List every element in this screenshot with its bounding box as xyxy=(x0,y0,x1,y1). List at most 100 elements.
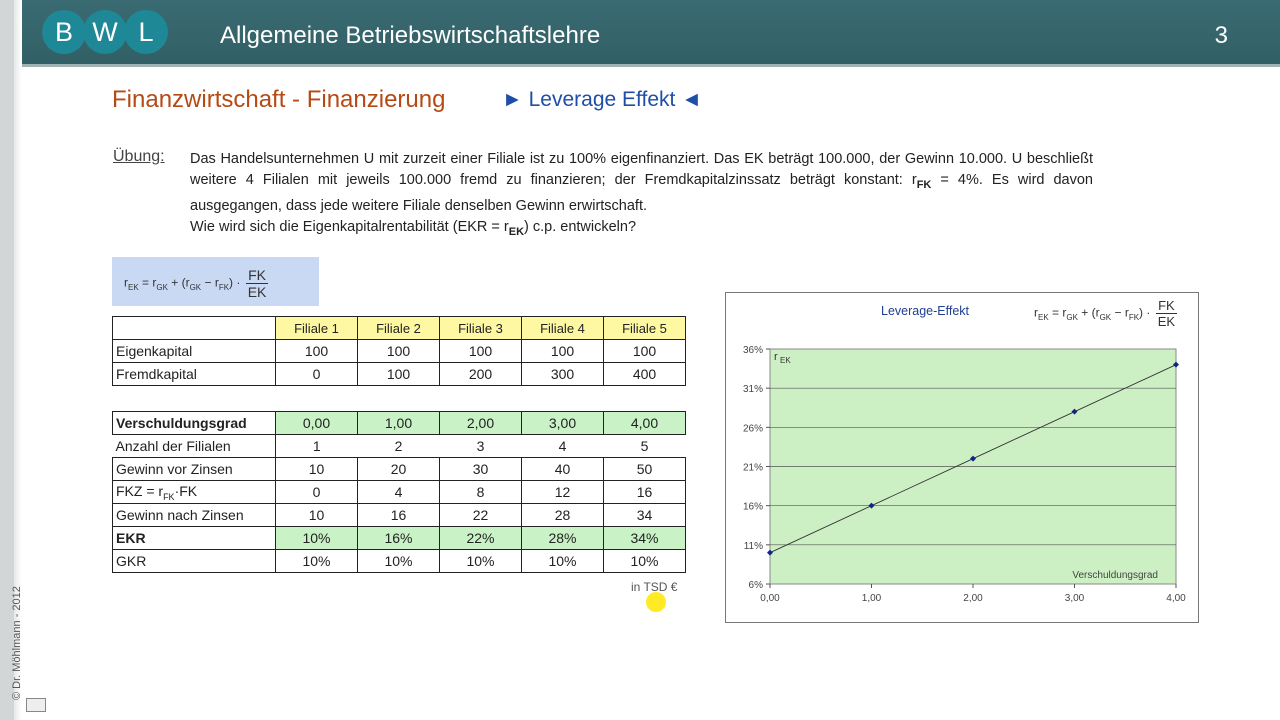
slide-nav-icon[interactable] xyxy=(26,698,46,712)
cf-r: r xyxy=(1034,305,1038,320)
table-cell: 40 xyxy=(521,457,604,481)
table-cell: 16% xyxy=(357,526,440,550)
table-cell: 4 xyxy=(558,438,567,454)
table-cell: 100 xyxy=(521,339,604,363)
capital-table: Filiale 1 Filiale 2 Filiale 3 Filiale 4 … xyxy=(112,316,686,386)
cf-plus: + (r xyxy=(1077,305,1100,320)
row-label: Eigenkapital xyxy=(112,339,276,363)
header-filiale-2: Filiale 2 xyxy=(357,316,440,340)
table-cell: 200 xyxy=(439,362,522,386)
table-cell: 100 xyxy=(439,339,522,363)
formula-minus: − r xyxy=(201,275,219,290)
app-title: Allgemeine Betriebswirtschaftslehre xyxy=(220,22,601,49)
y-tick-label: 31% xyxy=(743,384,763,395)
table-cell: 50 xyxy=(603,457,686,481)
table-cell: 0 xyxy=(275,480,358,504)
exercise-sub-fk: FK xyxy=(916,178,932,191)
mouse-pointer-highlight xyxy=(646,592,666,612)
table-cell: 100 xyxy=(603,339,686,363)
table-cell: 100 xyxy=(275,339,358,363)
fkz-label: FKZ = r xyxy=(116,482,164,499)
row-label: Gewinn nach Zinsen xyxy=(112,503,276,527)
table-cell: 8 xyxy=(439,480,522,504)
table-cell: 400 xyxy=(603,362,686,386)
table-cell: 20 xyxy=(357,457,440,481)
formula-eq: = r xyxy=(138,275,157,290)
capital-table-header: Filiale 1 Filiale 2 Filiale 3 Filiale 4 … xyxy=(112,316,686,340)
table-cell: 0 xyxy=(275,362,358,386)
question-part1: Wie wird sich die Eigenkapitalrentabilit… xyxy=(190,219,509,235)
x-tick-label: 2,00 xyxy=(963,593,983,604)
table-cell: 16 xyxy=(603,480,686,504)
table-cell: 30 xyxy=(439,457,522,481)
fkz-sub: FK xyxy=(163,491,175,502)
formula-box: rEK = rGK + (rGK − rFK) · FK EK xyxy=(112,257,319,306)
table-row: FKZ = rFK·FK 0 4 8 12 16 xyxy=(112,480,686,504)
formula-fraction: FK EK xyxy=(245,267,269,300)
table-cell: 10% xyxy=(521,549,604,573)
table-cell: 10 xyxy=(275,457,358,481)
unit-note: in TSD € xyxy=(631,580,678,594)
table-cell: 300 xyxy=(521,362,604,386)
table-cell: 34% xyxy=(603,526,686,550)
copyright-text: © Dr. Möhlmann - 2012 xyxy=(11,586,23,700)
formula-plus: + (r xyxy=(167,275,190,290)
cf-minus: − r xyxy=(1111,305,1129,320)
table-cell: 10% xyxy=(357,549,440,573)
logo-letter-b: B xyxy=(42,10,86,54)
header-filiale-1: Filiale 1 xyxy=(275,316,358,340)
table-cell: 4,00 xyxy=(603,411,686,435)
slide-title: Finanzwirtschaft - Finanzierung xyxy=(112,86,446,113)
cf-fraction: FK EK xyxy=(1155,298,1178,329)
formula-denominator: EK xyxy=(247,284,267,300)
x-tick-label: 3,00 xyxy=(1065,593,1085,604)
header-filiale-4: Filiale 4 xyxy=(521,316,604,340)
table-cell: 1,00 xyxy=(357,411,440,435)
exercise-text-part2: = 4%. Es wird davon ausgegangen, dass je… xyxy=(190,172,1093,214)
y-tick-label: 16% xyxy=(743,502,763,513)
exercise-label: Übung: xyxy=(113,148,165,165)
cf-sub-ek: EK xyxy=(1038,313,1049,323)
y-axis-label-sub: EK xyxy=(780,356,791,365)
data-point xyxy=(868,502,875,509)
logo-letter-w: W xyxy=(83,10,127,54)
formula-sub-gk: GK xyxy=(156,283,168,293)
table-cell: 10% xyxy=(603,549,686,573)
sidebar-gradient xyxy=(14,0,22,720)
table-cell: 10% xyxy=(439,549,522,573)
chart-formula: rEK = rGK + (rGK − rFK) · FK EK xyxy=(1034,298,1178,329)
table-cell: 100 xyxy=(357,339,440,363)
exercise-text: Das Handelsunternehmen U mit zurzeit ein… xyxy=(190,149,1093,217)
cf-sub-fk: FK xyxy=(1128,313,1140,323)
cf-close: ) · xyxy=(1139,305,1151,320)
table-row: GKR 10% 10% 10% 10% 10% xyxy=(112,549,686,573)
y-axis-label: r xyxy=(774,351,778,363)
table-cell: 16 xyxy=(357,503,440,527)
x-tick-label: 0,00 xyxy=(760,593,780,604)
table-cell: 0,00 xyxy=(275,411,358,435)
formula-r: r xyxy=(124,275,128,290)
header-filiale-3: Filiale 3 xyxy=(439,316,522,340)
left-sidebar: © Dr. Möhlmann - 2012 xyxy=(0,0,23,720)
chart-title: Leverage-Effekt xyxy=(881,304,970,318)
cf-denominator: EK xyxy=(1157,314,1176,329)
logo-letter-l: L xyxy=(124,10,168,54)
table-cell: 10 xyxy=(275,503,358,527)
table-cell: 28 xyxy=(521,503,604,527)
table-row: Gewinn vor Zinsen 10 20 30 40 50 xyxy=(112,457,686,481)
fkz-tail: ·FK xyxy=(174,482,198,499)
formula-sub-fk: FK xyxy=(218,283,230,293)
table-cell: 3 xyxy=(476,438,485,454)
leverage-formula: rEK = rGK + (rGK − rFK) · FK EK xyxy=(124,267,269,300)
cf-sub-gk-2: GK xyxy=(1099,313,1112,323)
data-point xyxy=(1173,361,1179,368)
y-tick-label: 21% xyxy=(743,463,763,474)
row-label: Anzahl der Filialen xyxy=(112,434,276,458)
table-cell: 5 xyxy=(640,438,649,454)
row-label-fkz: FKZ = rFK·FK xyxy=(112,480,276,504)
table-row: Gewinn nach Zinsen 10 16 22 28 34 xyxy=(112,503,686,527)
table-cell: 1 xyxy=(312,438,321,454)
y-tick-label: 36% xyxy=(743,345,763,356)
table-cell: 28% xyxy=(521,526,604,550)
cf-sub-gk: GK xyxy=(1066,313,1078,323)
